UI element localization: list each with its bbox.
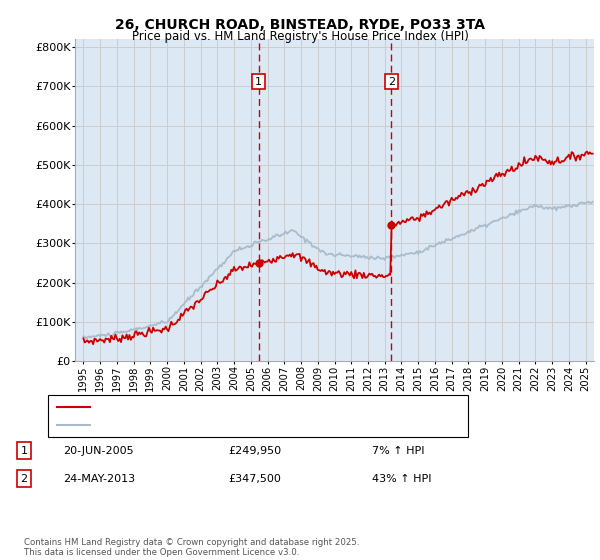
Text: 26, CHURCH ROAD, BINSTEAD, RYDE, PO33 3TA: 26, CHURCH ROAD, BINSTEAD, RYDE, PO33 3T…	[115, 18, 485, 32]
Text: 2: 2	[388, 77, 395, 87]
Text: Contains HM Land Registry data © Crown copyright and database right 2025.
This d: Contains HM Land Registry data © Crown c…	[24, 538, 359, 557]
Text: 7% ↑ HPI: 7% ↑ HPI	[372, 446, 425, 456]
Text: 1: 1	[20, 446, 28, 456]
Text: Price paid vs. HM Land Registry's House Price Index (HPI): Price paid vs. HM Land Registry's House …	[131, 30, 469, 43]
Text: 24-MAY-2013: 24-MAY-2013	[63, 474, 135, 484]
Text: £347,500: £347,500	[228, 474, 281, 484]
Text: HPI: Average price, detached house, Isle of Wight: HPI: Average price, detached house, Isle…	[96, 420, 354, 430]
Text: 20-JUN-2005: 20-JUN-2005	[63, 446, 134, 456]
Text: £249,950: £249,950	[228, 446, 281, 456]
Text: 26, CHURCH ROAD, BINSTEAD, RYDE, PO33 3TA (detached house): 26, CHURCH ROAD, BINSTEAD, RYDE, PO33 3T…	[96, 402, 439, 412]
Text: 43% ↑ HPI: 43% ↑ HPI	[372, 474, 431, 484]
Text: 1: 1	[255, 77, 262, 87]
Text: 2: 2	[20, 474, 28, 484]
